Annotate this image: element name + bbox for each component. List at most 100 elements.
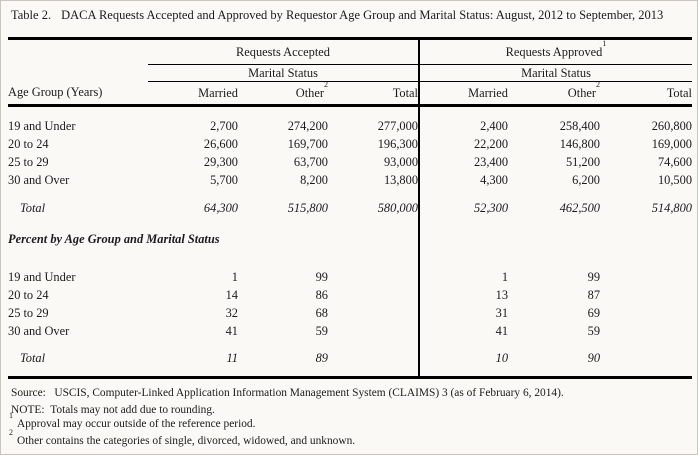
cell-accepted-married-pct: 32	[225, 306, 238, 320]
table-row: 20 to 24 26,600 169,700 196,300 22,200 1…	[8, 135, 693, 154]
col-group-requests-accepted: Requests Accepted	[148, 38, 420, 65]
spacer-row	[8, 217, 693, 231]
percent-row: 20 to 24 14 86 13 87	[8, 286, 692, 305]
footnote-marker-2: 2	[596, 81, 601, 90]
percent-row: 25 to 29 32 68 31 69	[8, 304, 692, 323]
group-header-row: Requests Accepted Requests Approved1	[8, 38, 693, 65]
cell-accepted-total: 93,000	[383, 155, 419, 169]
col-header-married-accepted: Married	[148, 81, 238, 107]
cell-approved-other: 258,400	[559, 119, 601, 133]
cell-approved-other-pct: 69	[587, 306, 601, 320]
cell-accepted-married-pct: 11	[226, 351, 238, 365]
cell-approved-total: 74,600	[657, 155, 693, 169]
spacer-row	[8, 105, 693, 118]
cell-accepted-total: 13,800	[383, 173, 419, 187]
cell-approved-married-pct: 10	[418, 349, 509, 368]
source-note: Source: USCIS, Computer-Linked Applicati…	[11, 387, 564, 399]
spacer-row	[8, 340, 693, 350]
cell-approved-other-pct: 87	[587, 288, 601, 302]
footnote-2-text: Other contains the categories of single,…	[17, 435, 356, 447]
cell-accepted-married-pct: 1	[231, 270, 238, 284]
cell-accepted-other: 274,200	[287, 119, 328, 133]
cell-approved-total: 514,800	[651, 201, 693, 215]
age-group-label: 25 to 29	[8, 306, 49, 320]
footnote-2-marker: 2	[9, 428, 13, 438]
cell-approved-total: 169,000	[651, 137, 693, 151]
cell-accepted-married-pct: 14	[225, 288, 238, 302]
marital-status-row: Marital Status Marital Status	[8, 64, 693, 82]
cell-approved-married: 4,300	[418, 171, 509, 190]
column-header-row: Age Group (Years) Married Other2 Total M…	[8, 81, 693, 107]
footnote-2: 2 Other contains the categories of single…	[9, 429, 356, 448]
footnote-marker-1: 1	[602, 39, 607, 49]
cell-approved-other: 462,500	[559, 201, 601, 215]
cell-approved-total: 10,500	[657, 173, 693, 187]
spacer-row	[8, 367, 693, 378]
table-title: Table 2. DACA Requests Accepted and Appro…	[11, 8, 663, 23]
total-row: Total 64,300 515,800 580,000 52,300 462,…	[8, 199, 693, 218]
cell-approved-other-pct: 99	[587, 270, 601, 284]
cell-approved-married: 2,400	[418, 117, 509, 136]
spacer-row	[8, 189, 693, 200]
cell-accepted-married: 64,300	[203, 201, 238, 215]
cell-accepted-other-pct: 89	[315, 351, 328, 365]
cell-approved-married-pct: 31	[418, 304, 509, 323]
percent-section-title: Percent by Age Group and Marital Status	[8, 232, 220, 246]
footnote-1: 1 Approval may occur outside of the refer…	[9, 412, 256, 431]
table-row: 19 and Under 2,700 274,200 277,000 2,400…	[8, 117, 693, 136]
col-header-other-approved: Other2	[508, 81, 601, 107]
col-header-total-accepted: Total	[328, 81, 420, 107]
marital-status-header-accepted: Marital Status	[148, 64, 420, 82]
cell-accepted-other-pct: 68	[315, 306, 328, 320]
cell-accepted-other: 63,700	[293, 155, 328, 169]
age-group-label: 20 to 24	[8, 137, 49, 151]
col-header-other-accepted: Other2	[238, 81, 328, 107]
cell-approved-married-pct: 1	[418, 268, 509, 287]
cell-approved-other: 51,200	[565, 155, 601, 169]
cell-accepted-total: 196,300	[377, 137, 419, 151]
table-row: 30 and Over 5,700 8,200 13,800 4,300 6,2…	[8, 171, 693, 190]
cell-approved-total: 260,800	[651, 119, 693, 133]
cell-accepted-married-pct: 41	[225, 324, 238, 338]
cell-approved-married: 22,200	[418, 135, 509, 154]
cell-accepted-other-pct: 59	[315, 324, 328, 338]
cell-approved-other: 146,800	[559, 137, 601, 151]
cell-approved-married-pct: 41	[418, 322, 509, 341]
footnote-1-text: Approval may occur outside of the refere…	[17, 418, 256, 430]
spacer-row	[8, 248, 693, 269]
cell-accepted-other-pct: 99	[315, 270, 328, 284]
total-label: Total	[20, 201, 46, 215]
table-number: Table 2.	[11, 8, 52, 22]
marital-status-header-approved: Marital Status	[418, 64, 693, 82]
cell-approved-other: 6,200	[572, 173, 601, 187]
col-group-requests-approved: Requests Approved1	[418, 38, 693, 65]
age-group-label: 19 and Under	[8, 119, 76, 133]
cell-accepted-married: 2,700	[210, 119, 238, 133]
table-title-text: DACA Requests Accepted and Approved by R…	[61, 8, 664, 22]
cell-approved-married-pct: 13	[418, 286, 509, 305]
cell-accepted-married: 26,600	[203, 137, 238, 151]
percent-row: 30 and Over 41 59 41 59	[8, 322, 692, 341]
percent-total-row: Total 11 89 10 90	[8, 349, 692, 368]
cell-accepted-married: 29,300	[203, 155, 238, 169]
age-group-label: 19 and Under	[8, 270, 76, 284]
age-group-label: 30 and Over	[8, 324, 70, 338]
percent-row: 19 and Under 1 99 1 99	[8, 268, 692, 287]
cell-accepted-total: 277,000	[377, 119, 419, 133]
cell-accepted-married: 5,700	[210, 173, 238, 187]
age-group-label: 20 to 24	[8, 288, 49, 302]
cell-accepted-other: 169,700	[287, 137, 328, 151]
age-group-label: 25 to 29	[8, 155, 49, 169]
cell-approved-married: 23,400	[418, 153, 509, 172]
col-header-total-approved: Total	[600, 81, 693, 107]
cell-accepted-other-pct: 86	[315, 288, 328, 302]
col-header-married-approved: Married	[418, 81, 509, 107]
cell-accepted-other: 8,200	[300, 173, 328, 187]
percent-section-header-row: Percent by Age Group and Marital Status	[8, 230, 692, 249]
cell-approved-other-pct: 90	[587, 351, 601, 365]
rounding-note: NOTE: Totals may not add due to rounding…	[11, 404, 215, 416]
footnote-marker-2: 2	[324, 81, 328, 90]
cell-accepted-other: 515,800	[287, 201, 328, 215]
cell-approved-married: 52,300	[418, 199, 509, 218]
